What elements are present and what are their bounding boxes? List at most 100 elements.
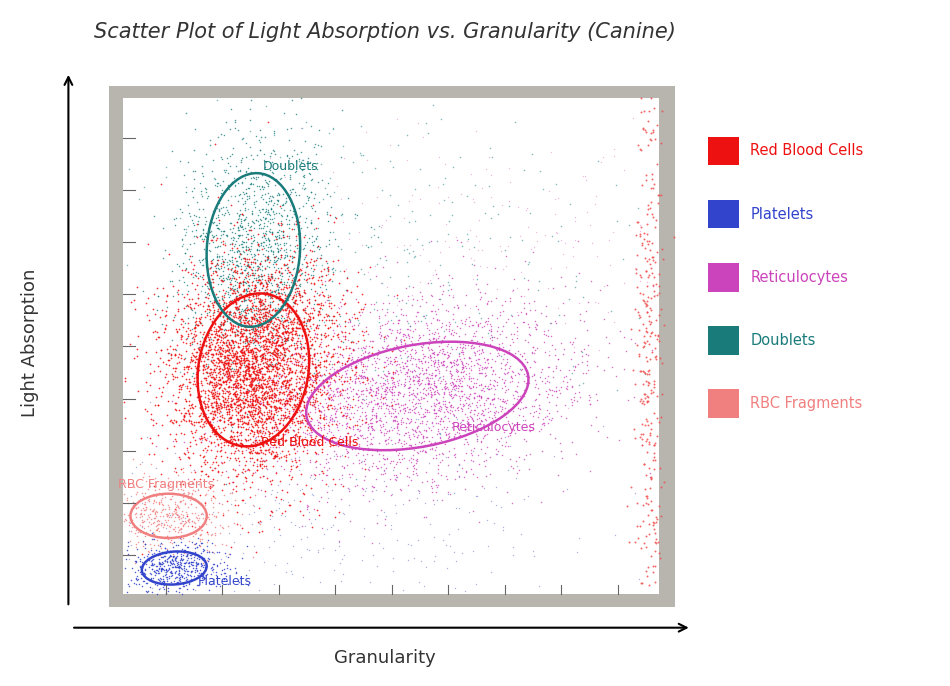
Point — [297, 240, 313, 251]
Point — [221, 344, 237, 355]
Point — [120, 536, 135, 547]
Point — [332, 303, 347, 314]
Point — [242, 358, 257, 369]
Point — [201, 338, 217, 348]
Point — [242, 115, 257, 126]
Point — [319, 448, 334, 459]
Point — [481, 383, 496, 394]
Point — [145, 518, 161, 529]
Point — [447, 376, 463, 387]
Point — [216, 238, 231, 249]
Point — [171, 527, 186, 538]
Point — [238, 373, 254, 384]
Point — [128, 502, 143, 513]
Point — [428, 412, 443, 423]
Point — [239, 286, 255, 297]
Point — [571, 387, 586, 398]
Point — [290, 415, 305, 426]
Point — [220, 440, 236, 451]
Point — [274, 403, 289, 414]
Point — [646, 286, 661, 297]
Point — [356, 394, 371, 405]
Point — [257, 393, 273, 404]
Point — [160, 509, 175, 520]
Point — [565, 337, 580, 348]
Point — [130, 565, 145, 576]
Point — [187, 352, 202, 363]
Point — [292, 289, 307, 300]
Point — [463, 375, 478, 386]
Point — [277, 289, 293, 300]
Point — [206, 281, 221, 292]
Point — [439, 341, 454, 352]
Point — [162, 248, 177, 259]
Point — [639, 209, 655, 220]
Point — [376, 464, 391, 475]
Point — [169, 578, 184, 589]
Point — [199, 359, 214, 370]
Point — [181, 514, 197, 525]
Point — [434, 357, 449, 368]
Point — [257, 449, 273, 460]
Point — [286, 390, 301, 401]
Point — [566, 346, 581, 357]
Point — [514, 390, 529, 401]
Point — [149, 519, 164, 530]
Point — [505, 423, 521, 434]
Point — [302, 416, 317, 427]
Point — [221, 368, 237, 379]
Point — [276, 237, 292, 248]
Point — [189, 541, 204, 552]
Point — [199, 341, 214, 352]
Point — [150, 430, 165, 441]
Point — [294, 360, 310, 371]
Point — [215, 254, 230, 265]
Point — [223, 217, 238, 228]
Point — [209, 397, 224, 408]
Point — [389, 446, 404, 457]
Point — [264, 271, 279, 282]
Point — [172, 575, 187, 586]
Point — [334, 460, 350, 471]
Point — [272, 447, 287, 458]
Point — [163, 494, 179, 505]
Point — [332, 310, 348, 321]
Point — [131, 536, 146, 547]
Point — [284, 460, 299, 471]
Point — [215, 349, 230, 360]
Point — [244, 469, 259, 480]
Point — [290, 274, 305, 285]
Point — [234, 359, 249, 370]
Point — [428, 407, 444, 418]
Point — [450, 405, 465, 416]
Point — [237, 214, 252, 225]
Point — [139, 347, 154, 358]
Point — [446, 401, 461, 412]
Point — [445, 417, 460, 428]
Point — [206, 307, 221, 318]
Point — [200, 330, 216, 341]
Point — [240, 424, 256, 435]
Point — [235, 552, 250, 563]
Point — [272, 190, 287, 201]
Point — [124, 467, 140, 478]
Point — [219, 345, 235, 356]
Point — [159, 289, 174, 300]
Point — [185, 165, 200, 176]
Point — [183, 571, 199, 582]
Point — [461, 244, 476, 255]
Point — [180, 405, 196, 416]
Point — [200, 368, 215, 379]
Point — [378, 434, 393, 445]
Point — [142, 380, 158, 391]
Point — [301, 194, 316, 205]
Point — [278, 327, 294, 338]
Point — [262, 300, 277, 311]
Point — [544, 385, 560, 396]
Point — [184, 371, 200, 382]
Point — [408, 464, 424, 475]
Point — [322, 379, 337, 390]
Point — [399, 360, 414, 371]
Point — [505, 550, 521, 561]
Point — [225, 351, 240, 362]
